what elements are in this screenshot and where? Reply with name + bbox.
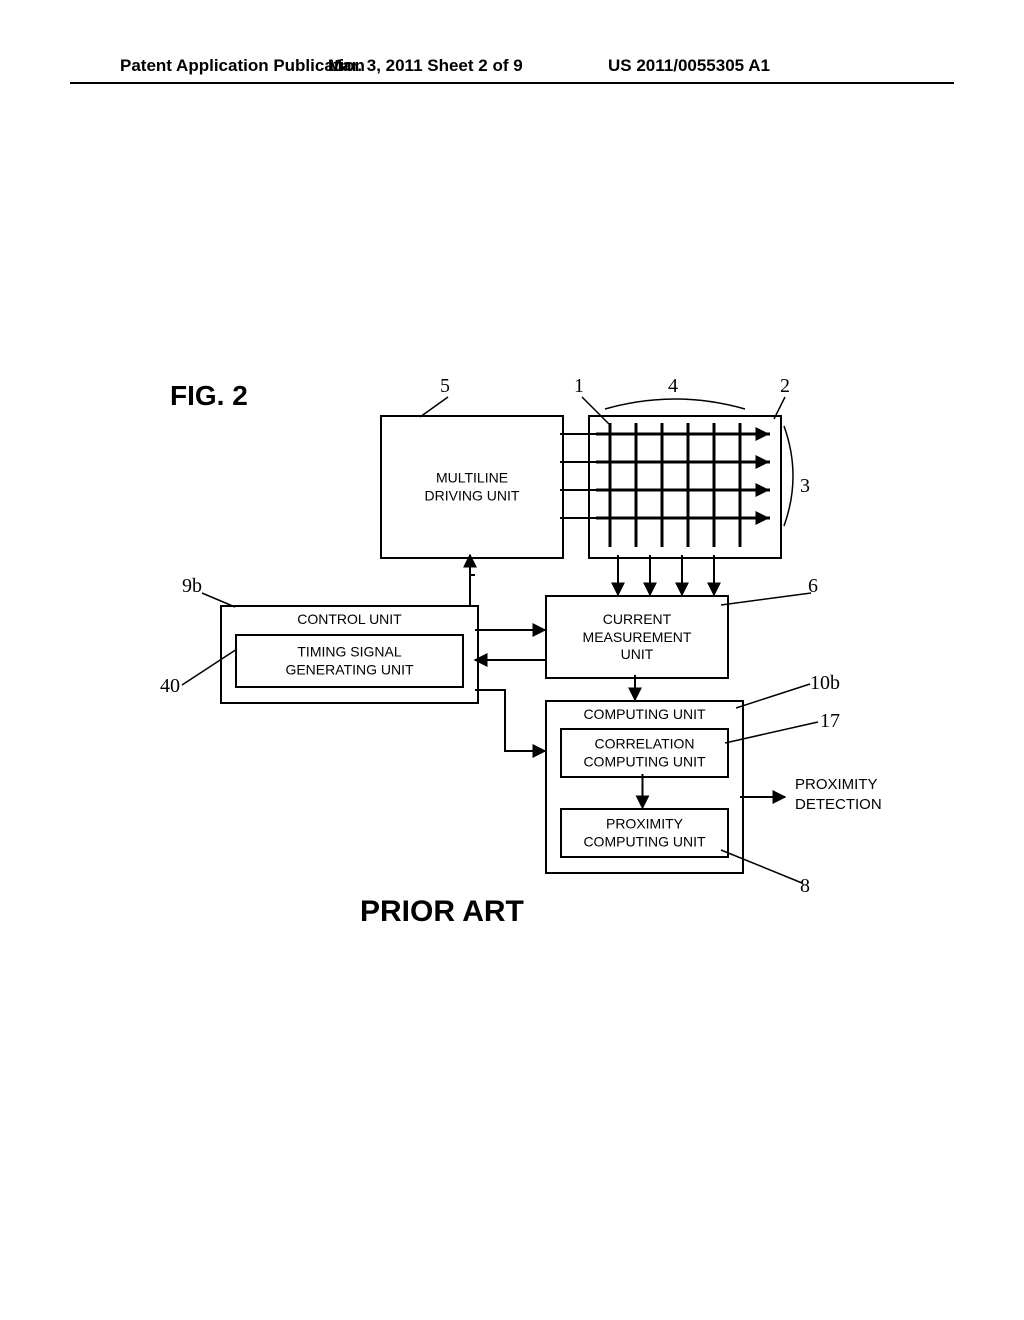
ref-2: 2 — [780, 375, 790, 398]
current-measurement-unit-block: CURRENTMEASUREMENTUNIT — [545, 595, 729, 679]
ref-6: 6 — [808, 575, 818, 598]
ref-1: 1 — [574, 375, 584, 398]
ref-3: 3 — [800, 475, 810, 498]
ref-5: 5 — [440, 375, 450, 398]
ref-8: 8 — [800, 875, 810, 898]
timing-signal-generating-unit-block: TIMING SIGNALGENERATING UNIT — [235, 634, 464, 688]
figure-label: FIG. 2 — [170, 380, 248, 412]
header-date-sheet: Mar. 3, 2011 Sheet 2 of 9 — [328, 56, 523, 76]
page: Patent Application Publication Mar. 3, 2… — [0, 0, 1024, 1320]
multiline-driving-unit-block: MULTILINEDRIVING UNIT — [380, 415, 564, 559]
proximity-detection-label: PROXIMITYDETECTION — [795, 775, 882, 814]
diagram-overlay — [0, 0, 1024, 1320]
computing-unit-text: COMPUTING UNIT — [547, 706, 742, 724]
multiline-driving-unit-text: MULTILINEDRIVING UNIT — [382, 470, 562, 505]
sensor-panel-block — [588, 415, 782, 559]
header-divider — [70, 82, 954, 84]
header-doc-number: US 2011/0055305 A1 — [608, 56, 770, 76]
correlation-computing-unit-block: CORRELATIONCOMPUTING UNIT — [560, 728, 729, 778]
ref-9b: 9b — [182, 575, 202, 598]
ref-10b: 10b — [810, 672, 840, 695]
control-unit-text: CONTROL UNIT — [222, 611, 477, 629]
ref-4: 4 — [668, 375, 678, 398]
proximity-computing-unit-block: PROXIMITYCOMPUTING UNIT — [560, 808, 729, 858]
current-measurement-unit-text: CURRENTMEASUREMENTUNIT — [547, 611, 727, 664]
ref-17: 17 — [820, 710, 840, 733]
proximity-computing-unit-text: PROXIMITYCOMPUTING UNIT — [562, 816, 727, 851]
ref-40: 40 — [160, 675, 180, 698]
prior-art-label: PRIOR ART — [360, 895, 524, 929]
timing-signal-generating-unit-text: TIMING SIGNALGENERATING UNIT — [237, 644, 462, 679]
correlation-computing-unit-text: CORRELATIONCOMPUTING UNIT — [562, 736, 727, 771]
